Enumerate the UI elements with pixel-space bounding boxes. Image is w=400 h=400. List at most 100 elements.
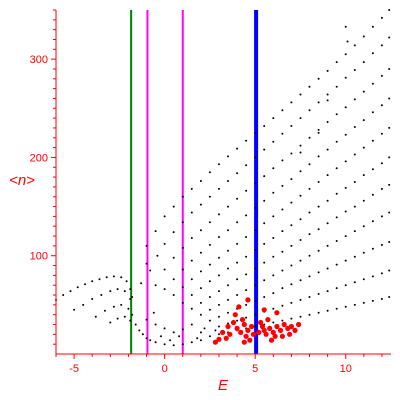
data-point-s0-22 <box>112 305 115 308</box>
data-point-s1-22 <box>261 327 267 333</box>
data-point-s0-53 <box>227 155 229 158</box>
data-point-s1-21 <box>259 323 265 330</box>
data-point-s0-107 <box>199 229 202 232</box>
data-point-s1-19 <box>241 339 247 345</box>
data-point-s0-178 <box>380 132 383 135</box>
data-point-s1-8 <box>249 323 255 330</box>
data-point-s1-28 <box>281 321 287 328</box>
data-point-s0-238 <box>299 259 302 262</box>
data-point-s1-6 <box>243 333 249 339</box>
y-tick-label-1: 200 <box>30 152 48 164</box>
data-point-s0-308 <box>388 296 391 298</box>
data-point-s0-287 <box>371 275 374 278</box>
data-point-s0-34 <box>145 337 148 340</box>
data-point-s0-144 <box>299 170 302 173</box>
data-point-s0-296 <box>281 319 284 322</box>
data-point-s0-11 <box>129 288 132 291</box>
data-point-s0-295 <box>272 321 275 324</box>
data-point-s0-327 <box>299 151 302 154</box>
data-point-s0-278 <box>290 301 293 304</box>
axes <box>51 9 391 359</box>
data-point-s0-174 <box>344 160 347 163</box>
data-point-s0-277 <box>281 304 284 307</box>
data-point-s0-274 <box>254 313 257 316</box>
data-point-s0-73 <box>145 262 148 265</box>
data-point-s0-317 <box>178 335 181 338</box>
data-point-s0-156 <box>181 286 184 289</box>
data-point-s0-78 <box>181 221 184 224</box>
data-point-s0-182 <box>199 287 202 290</box>
data-point-s0-103 <box>163 268 166 271</box>
data-point-s0-162 <box>236 242 239 245</box>
y-tick-label-2: 300 <box>30 54 48 66</box>
data-point-s0-250 <box>218 315 220 318</box>
data-point-s0-119 <box>308 136 311 139</box>
data-point-s0-171 <box>317 181 320 183</box>
data-point-s0-257 <box>281 287 284 290</box>
data-point-s0-25 <box>109 321 112 324</box>
data-point-s0-247 <box>380 215 383 218</box>
data-point-s1-32 <box>258 319 264 326</box>
data-point-s0-63 <box>317 77 320 80</box>
data-point-s0-122 <box>335 113 338 116</box>
data-point-s0-148 <box>335 140 338 143</box>
data-point-s0-98 <box>362 61 365 64</box>
data-point-s0-173 <box>335 167 338 170</box>
data-point-s0-70 <box>380 16 383 19</box>
data-point-s0-100 <box>380 44 383 47</box>
data-point-s0-126 <box>371 82 374 85</box>
data-point-s0-9 <box>120 276 123 279</box>
data-point-s1-26 <box>274 323 280 330</box>
data-point-s0-140 <box>263 199 266 202</box>
data-point-s0-46 <box>163 215 166 218</box>
data-point-s0-52 <box>218 163 220 166</box>
data-point-s0-179 <box>388 126 391 129</box>
data-point-s0-217 <box>308 233 311 236</box>
data-point-s0-310 <box>163 327 166 330</box>
data-point-s0-150 <box>353 126 356 128</box>
data-point-s0-186 <box>236 261 239 264</box>
data-point-s0-32 <box>138 329 141 332</box>
data-point-s0-283 <box>335 287 338 290</box>
data-point-s0-293 <box>254 325 257 328</box>
data-point-s0-197 <box>335 192 338 195</box>
data-point-s0-237 <box>290 264 293 267</box>
data-point-s0-110 <box>227 205 229 208</box>
data-point-s0-263 <box>335 263 338 266</box>
data-point-s0-89 <box>281 132 284 135</box>
data-point-s0-272 <box>236 319 239 322</box>
data-point-s0-195 <box>317 205 320 208</box>
data-point-s1-14 <box>227 331 233 337</box>
tick-labels: -5 0 5 10 100 200 300 <box>30 54 352 375</box>
data-point-s0-20 <box>94 315 97 318</box>
data-point-s0-116 <box>281 159 284 162</box>
data-point-s1-40 <box>274 310 280 316</box>
data-point-s0-101 <box>388 36 391 39</box>
data-point-s0-133 <box>199 251 202 254</box>
data-point-s0-213 <box>272 255 275 258</box>
data-point-s0-29 <box>131 296 134 298</box>
data-point-s0-239 <box>308 254 311 257</box>
data-point-s0-31 <box>134 323 137 326</box>
data-point-s0-241 <box>326 244 329 247</box>
data-point-s0-304 <box>353 303 356 306</box>
data-point-s0-47 <box>172 205 175 208</box>
data-point-s0-235 <box>272 274 275 277</box>
data-point-s0-28 <box>129 319 132 322</box>
data-point-s0-13 <box>82 303 85 306</box>
data-point-s0-318 <box>196 337 199 340</box>
data-point-s0-125 <box>362 90 365 93</box>
data-point-s0-77 <box>172 231 175 234</box>
data-point-s0-118 <box>299 144 302 147</box>
data-point-s1-12 <box>236 304 242 310</box>
data-point-s0-86 <box>254 156 257 159</box>
data-point-s0-88 <box>272 140 275 143</box>
data-point-s0-261 <box>317 271 320 274</box>
y-axis-title: <n> <box>9 172 35 189</box>
data-point-s0-139 <box>254 206 257 209</box>
data-point-s0-8 <box>112 275 115 278</box>
data-point-s0-260 <box>308 275 311 278</box>
data-point-s0-14 <box>91 298 94 300</box>
data-point-s0-129 <box>163 288 166 291</box>
data-point-s0-59 <box>281 109 284 112</box>
